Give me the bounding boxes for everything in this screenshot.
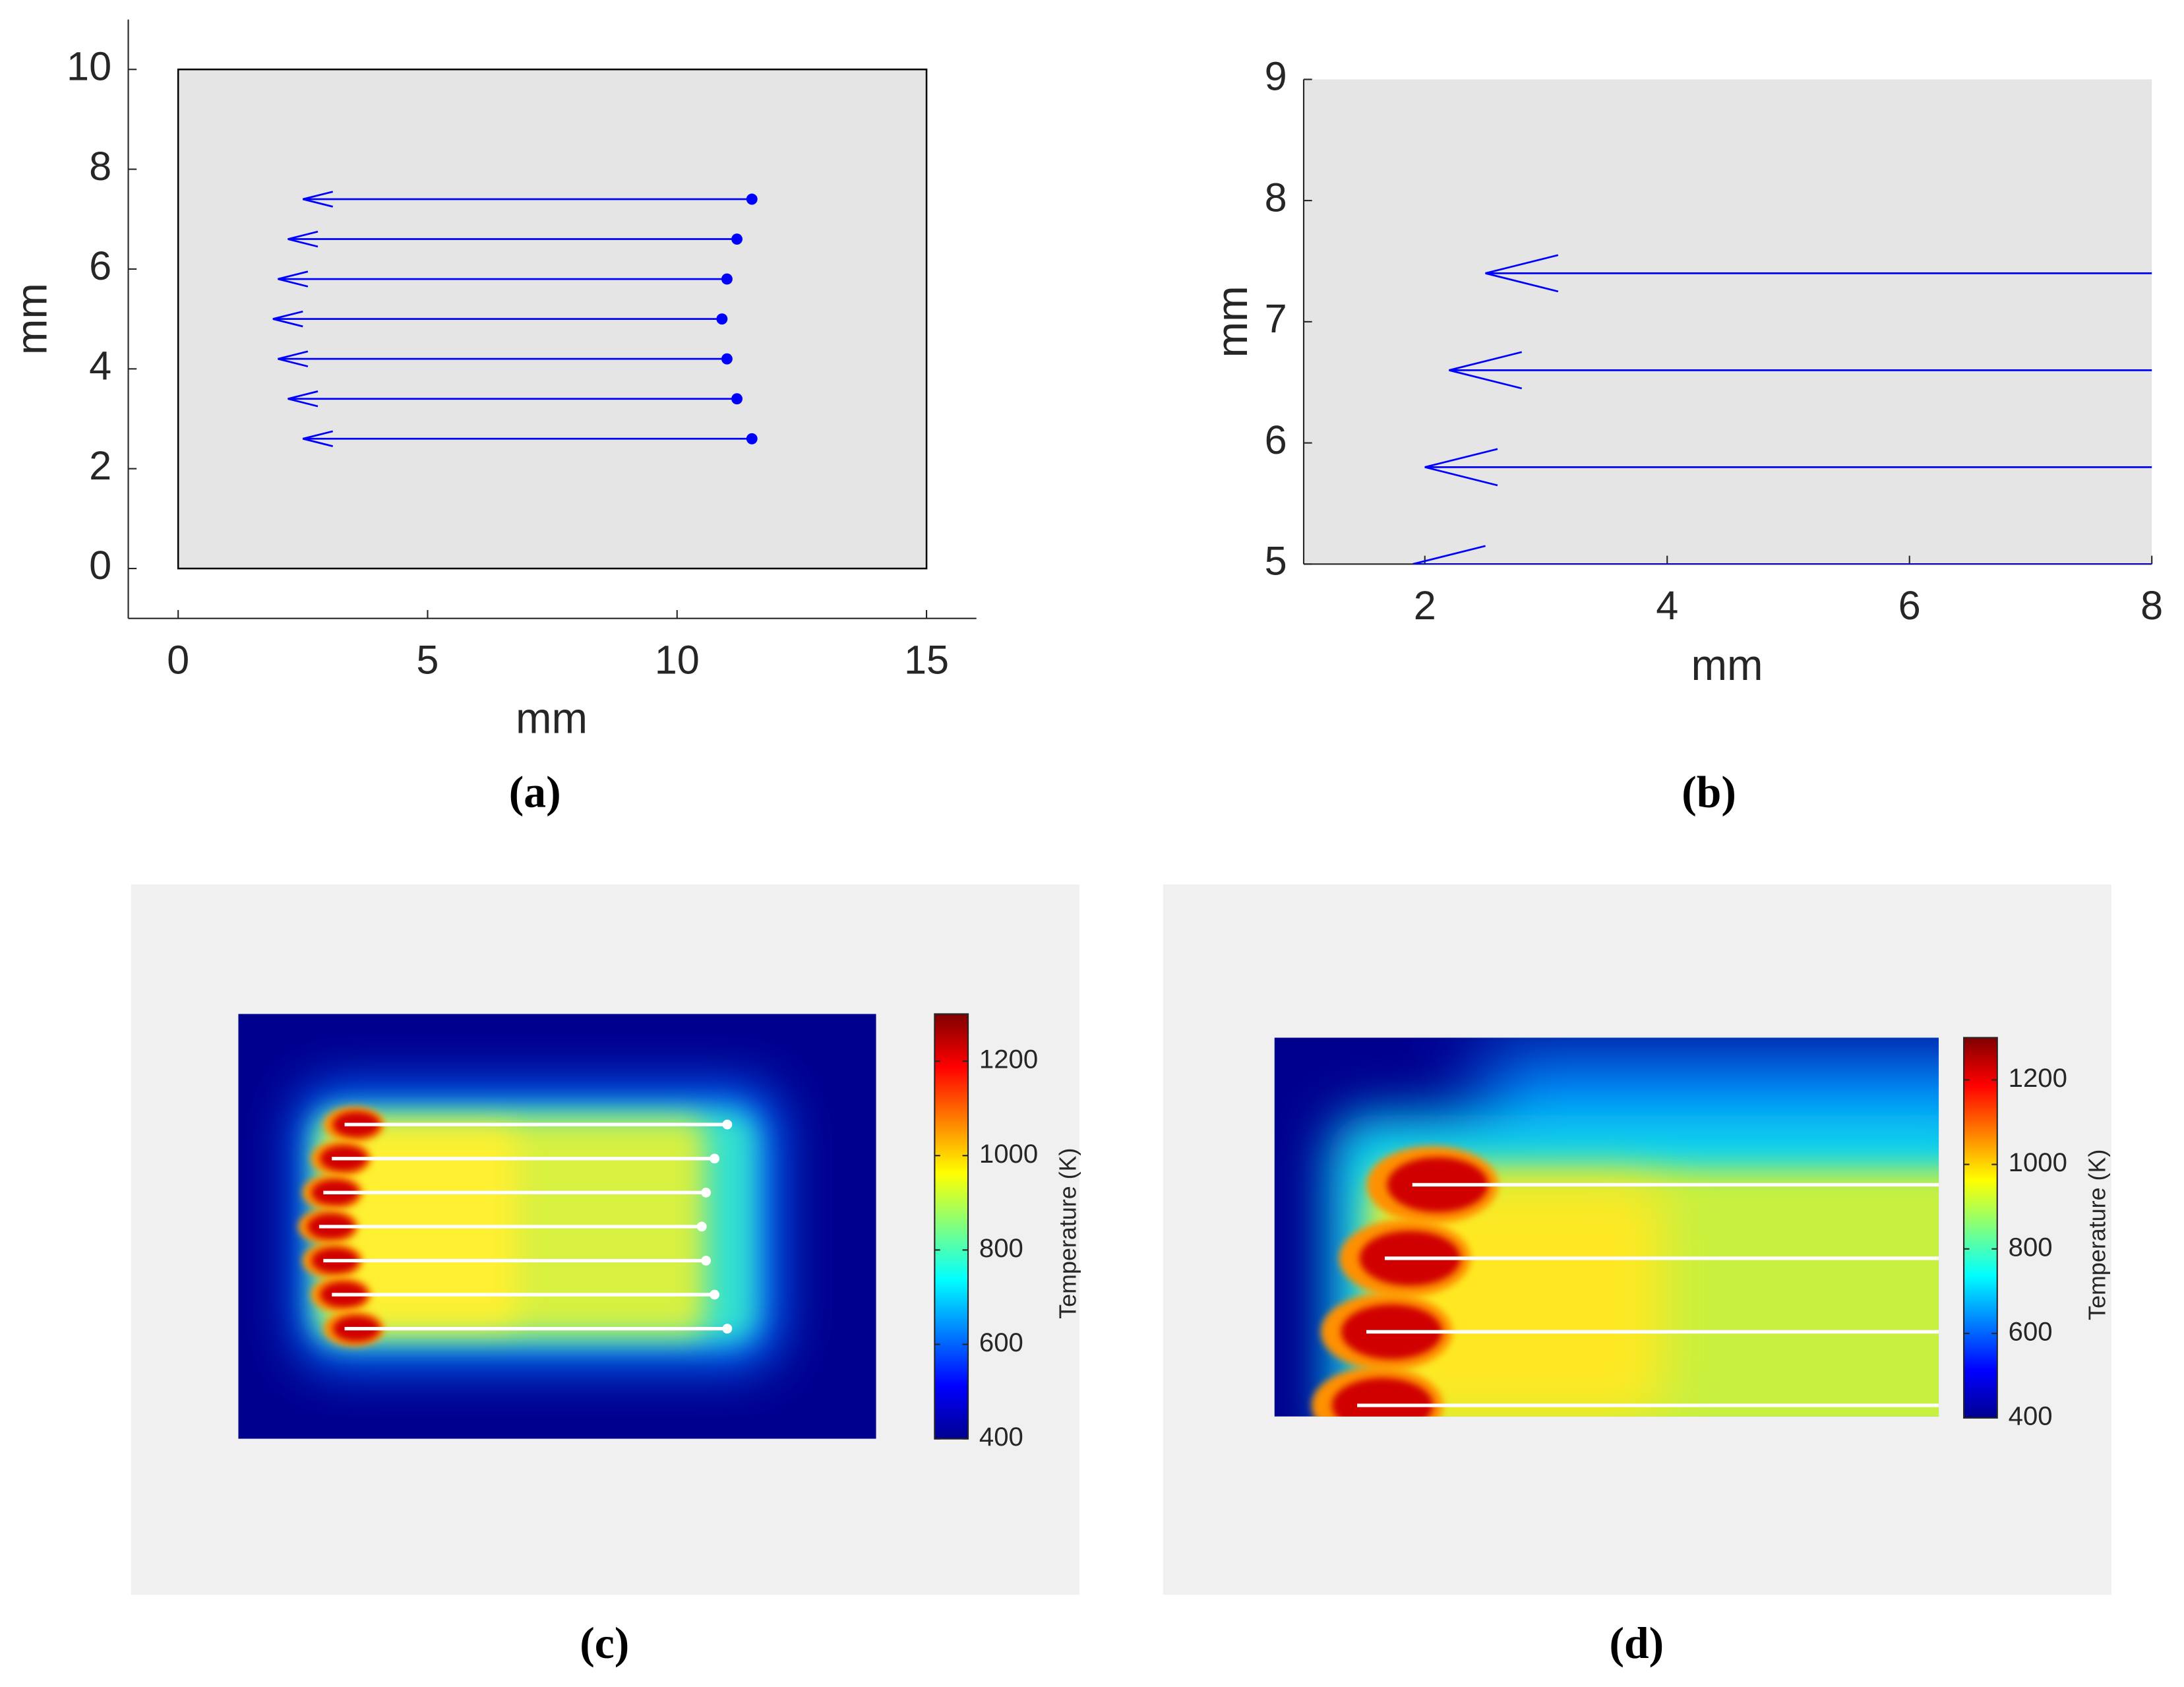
arrow-head bbox=[278, 350, 309, 367]
plate bbox=[1304, 79, 2152, 565]
colorbar-tick-label: 1000 bbox=[979, 1139, 1038, 1169]
start-marker bbox=[731, 233, 743, 245]
track-start bbox=[701, 1256, 712, 1266]
colorbar bbox=[1963, 1037, 1998, 1419]
colorbar-tick-label: 600 bbox=[979, 1328, 1023, 1357]
y-tick-label: 6 bbox=[89, 243, 111, 288]
start-marker bbox=[721, 273, 733, 285]
y-tick-label: 9 bbox=[1265, 54, 1287, 99]
colorbar-tick-label: 800 bbox=[979, 1233, 1023, 1263]
y-tick-label: 10 bbox=[67, 44, 111, 88]
colorbar-label: Temperature (K) bbox=[1055, 1148, 1081, 1318]
colorbar-tick-label: 600 bbox=[2009, 1316, 2053, 1346]
y-tick-label: 4 bbox=[89, 343, 111, 388]
temperature-field bbox=[1274, 1037, 1939, 1417]
x-tick-label: 2 bbox=[1414, 583, 1436, 628]
x-tick-label: 0 bbox=[167, 637, 189, 682]
scan-paths bbox=[1412, 254, 2152, 565]
arrow-head bbox=[288, 390, 318, 408]
x-tick-label: 10 bbox=[655, 637, 700, 682]
y-axis-label: mm bbox=[7, 283, 55, 355]
scan-paths bbox=[272, 191, 758, 447]
y-tick-label: 5 bbox=[1265, 539, 1287, 584]
colorbar-tick-label: 400 bbox=[2009, 1401, 2053, 1431]
colorbar-tick-label: 800 bbox=[2009, 1232, 2053, 1262]
arrow-head bbox=[272, 310, 303, 328]
colorbar bbox=[934, 1013, 969, 1440]
start-marker bbox=[721, 353, 733, 365]
y-tick-label: 2 bbox=[89, 443, 111, 488]
arrow-head bbox=[302, 191, 334, 208]
start-marker bbox=[716, 313, 728, 325]
x-tick-label: 15 bbox=[904, 637, 949, 682]
colorbar-label: Temperature (K) bbox=[2084, 1150, 2110, 1320]
x-tick-label: 6 bbox=[1898, 583, 1921, 628]
y-axis-label: mm bbox=[1208, 286, 1256, 357]
y-tick-label: 8 bbox=[89, 144, 111, 189]
colorbar-tick-label: 1000 bbox=[2009, 1148, 2067, 1177]
temperature-field bbox=[238, 1014, 876, 1439]
y-tick-label: 0 bbox=[89, 543, 111, 588]
x-axis-label: mm bbox=[1691, 641, 1763, 689]
caption: (b) bbox=[1682, 768, 1736, 817]
caption: (c) bbox=[580, 1618, 629, 1668]
track-start bbox=[710, 1153, 719, 1164]
start-marker bbox=[746, 433, 758, 445]
start-marker bbox=[731, 393, 743, 405]
x-axis-label: mm bbox=[516, 694, 588, 742]
track-start bbox=[701, 1187, 712, 1198]
arrow-head bbox=[278, 270, 309, 288]
y-tick-label: 7 bbox=[1265, 296, 1287, 341]
arrow-head bbox=[1485, 254, 1559, 293]
arrow-head bbox=[1424, 448, 1498, 487]
x-tick-label: 5 bbox=[416, 637, 439, 682]
colorbar-tick-label: 1200 bbox=[979, 1045, 1038, 1074]
arrow-head bbox=[1412, 545, 1486, 565]
track-start bbox=[710, 1289, 719, 1300]
colorbar-tick-label: 1200 bbox=[2009, 1063, 2067, 1093]
arrow-head bbox=[302, 430, 334, 447]
track-start bbox=[722, 1119, 733, 1130]
caption: (a) bbox=[509, 768, 561, 817]
arrow-head bbox=[288, 230, 318, 248]
x-tick-label: 8 bbox=[2140, 583, 2163, 628]
start-marker bbox=[746, 193, 758, 205]
track-start bbox=[722, 1324, 733, 1334]
caption: (d) bbox=[1609, 1618, 1664, 1668]
y-tick-label: 8 bbox=[1265, 175, 1287, 220]
track-start bbox=[696, 1221, 707, 1232]
arrow-head bbox=[1449, 351, 1523, 390]
colorbar-tick-label: 400 bbox=[979, 1422, 1023, 1452]
x-tick-label: 4 bbox=[1656, 583, 1678, 628]
y-tick-label: 6 bbox=[1265, 417, 1287, 462]
